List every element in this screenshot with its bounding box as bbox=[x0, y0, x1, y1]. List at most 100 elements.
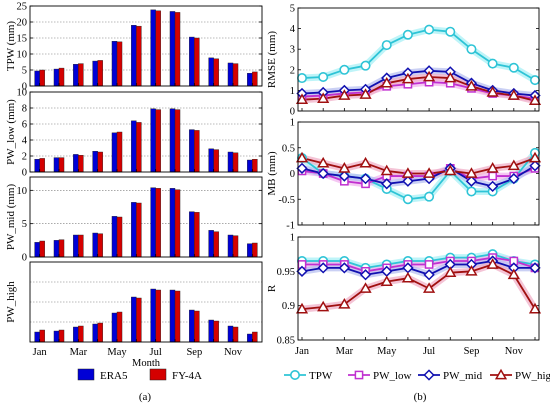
point-pw-high bbox=[507, 89, 520, 100]
point-pw-high bbox=[401, 271, 415, 283]
bar-era5 bbox=[73, 64, 79, 87]
y-tick-label: 4 bbox=[22, 136, 28, 147]
point-tpw bbox=[508, 62, 519, 73]
bar-fy-4a bbox=[155, 188, 161, 258]
bar-era5 bbox=[227, 234, 234, 258]
bar-era5 bbox=[208, 57, 214, 87]
plot-frame bbox=[29, 5, 263, 87]
y-tick-label: 0 bbox=[22, 168, 27, 179]
x-tick-label: Sep bbox=[464, 346, 480, 357]
y-tick-label: 10 bbox=[17, 88, 28, 99]
bar-fy-4a bbox=[116, 41, 123, 87]
bar-fy-4a bbox=[155, 289, 161, 343]
bar-fy-4a bbox=[116, 311, 123, 343]
point-tpw bbox=[381, 40, 392, 51]
y-axis-label: MB (mm) bbox=[266, 151, 278, 196]
bar-era5 bbox=[189, 36, 195, 87]
bar-fy-4a bbox=[252, 331, 258, 343]
bar-era5 bbox=[73, 234, 79, 258]
x-tick-label: Nov bbox=[505, 346, 524, 357]
bar-era5 bbox=[208, 148, 214, 173]
y-tick-label: -0.5 bbox=[278, 195, 295, 206]
point-pw-high bbox=[295, 93, 309, 105]
point-pw-mid bbox=[338, 170, 351, 182]
bar-era5 bbox=[111, 41, 118, 87]
legend-marker-tpw bbox=[289, 369, 300, 380]
y-tick-label: 0.85 bbox=[277, 336, 295, 347]
point-pw-high bbox=[338, 297, 351, 309]
bar-fy-4a bbox=[58, 239, 65, 258]
panel-a-label: (a) bbox=[139, 391, 152, 403]
y-tick-label: 8 bbox=[22, 104, 27, 115]
point-pw-high bbox=[359, 282, 372, 293]
bar-era5 bbox=[169, 188, 176, 258]
bar-era5 bbox=[53, 240, 60, 258]
point-tpw bbox=[424, 24, 435, 35]
bar-fy-4a bbox=[232, 152, 239, 173]
point-pw-high bbox=[295, 302, 309, 314]
bar-fy-4a bbox=[97, 233, 103, 258]
y-axis-label: R bbox=[266, 284, 278, 292]
y-tick-label: 3 bbox=[290, 45, 295, 56]
series-line-pw-high bbox=[301, 157, 536, 175]
bar-era5 bbox=[34, 331, 40, 343]
point-pw-high bbox=[317, 300, 330, 312]
bar-fy-4a bbox=[155, 10, 161, 87]
bar-fy-4a bbox=[39, 158, 45, 173]
point-pw-high bbox=[359, 156, 372, 168]
panel-b-label: (b) bbox=[414, 391, 427, 403]
y-tick-label: 4 bbox=[290, 24, 296, 35]
point-tpw bbox=[466, 44, 477, 55]
y-tick-label: -1 bbox=[286, 221, 295, 232]
bar-fy-4a bbox=[78, 154, 84, 173]
point-pw-high bbox=[338, 162, 351, 173]
plot-area bbox=[30, 262, 262, 342]
point-pw-mid bbox=[423, 269, 435, 281]
bar-fy-4a bbox=[194, 37, 200, 87]
bar-era5 bbox=[111, 312, 118, 343]
point-pw-high bbox=[444, 164, 457, 176]
y-tick-label: 20 bbox=[17, 18, 28, 29]
bar-era5 bbox=[34, 70, 40, 87]
plot-frame bbox=[29, 176, 263, 258]
point-pw-mid bbox=[402, 175, 414, 187]
bar-fy-4a bbox=[58, 157, 65, 173]
y-tick-label: 6 bbox=[22, 120, 27, 131]
x-tick-label: Nov bbox=[224, 347, 243, 358]
bar-era5 bbox=[150, 288, 156, 343]
plot-frame bbox=[29, 91, 263, 173]
point-pw-high bbox=[465, 79, 478, 91]
bar-fy-4a bbox=[39, 329, 45, 343]
legend-label-pw-mid: PW_mid bbox=[443, 370, 483, 382]
bar-fy-4a bbox=[136, 122, 142, 173]
point-tpw bbox=[339, 64, 350, 75]
bar-era5 bbox=[34, 242, 40, 258]
bar-fy-4a bbox=[58, 67, 65, 87]
y-tick-label: 0 bbox=[22, 253, 27, 264]
bar-era5 bbox=[247, 159, 253, 173]
x-tick-label: Jan bbox=[295, 346, 310, 357]
x-tick-label: Jan bbox=[33, 347, 48, 358]
panel-b1: 0 1 2 3 4 5 RMSE (mm) bbox=[266, 4, 542, 118]
point-pw-low bbox=[488, 171, 497, 181]
plot-area bbox=[30, 177, 262, 257]
bar-era5 bbox=[34, 158, 40, 173]
bar-era5 bbox=[150, 9, 156, 87]
x-tick-label: Sep bbox=[186, 347, 202, 358]
legend-label-pw-high: PW_high bbox=[515, 370, 550, 382]
point-pw-high bbox=[486, 162, 499, 173]
y-tick-label: 25 bbox=[17, 2, 28, 13]
bar-era5 bbox=[111, 216, 118, 258]
y-tick-label: 5 bbox=[22, 219, 27, 230]
point-pw-high bbox=[422, 167, 436, 178]
point-tpw bbox=[296, 73, 307, 84]
y-tick-label: 0 bbox=[290, 169, 295, 180]
legend-swatch-era5 bbox=[77, 368, 95, 381]
y-tick-label: 0.5 bbox=[282, 143, 295, 154]
bar-era5 bbox=[92, 60, 98, 87]
y-axis-label: TPW (mm) bbox=[5, 21, 17, 72]
point-pw-mid bbox=[529, 262, 541, 274]
x-tick-label: Jul bbox=[150, 347, 162, 358]
